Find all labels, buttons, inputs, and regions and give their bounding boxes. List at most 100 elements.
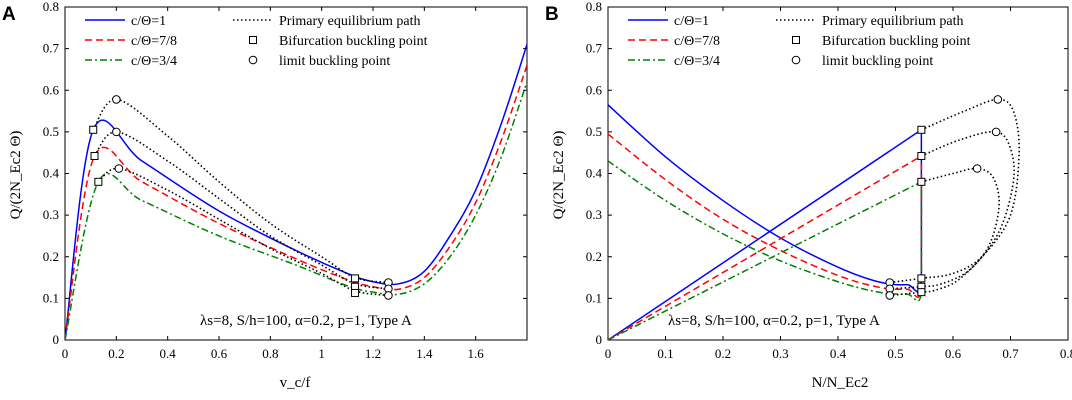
limit-point-marker <box>384 291 393 300</box>
series-line <box>65 65 527 340</box>
legend-label: c/Θ=3/4 <box>674 54 720 69</box>
series-line <box>608 133 923 298</box>
series-line <box>93 131 389 290</box>
series-line <box>608 160 923 302</box>
x-tick-label: 0.4 <box>160 346 177 361</box>
x-tick-label: 1.4 <box>416 346 433 361</box>
y-tick-label: 0.3 <box>43 207 59 222</box>
series-line <box>608 155 922 340</box>
y-tick-label: 0.3 <box>586 207 602 222</box>
panel-a-xlabel: v_c/f <box>280 375 311 391</box>
bifurcation-point-marker <box>351 274 360 283</box>
x-tick-label: 0.1 <box>657 346 673 361</box>
x-tick-label: 0.5 <box>887 346 903 361</box>
series-line <box>92 98 389 284</box>
legend-label: Bifurcation buckling point <box>279 34 428 49</box>
bifurcation-point-marker <box>917 274 926 283</box>
x-tick-label: 0.2 <box>715 346 731 361</box>
series-line <box>65 81 527 340</box>
legend-label: limit buckling point <box>822 54 933 69</box>
series-line <box>889 130 1015 290</box>
panel-a: A 0 0.2 0.4 0.6 0.8 1 1.2 1.4 1.6 0 0.1 0.2 0.3 0.4 0.… <box>2 0 528 391</box>
legend-label: c/Θ=7/8 <box>674 34 720 49</box>
panel-b: B 0 0.1 0.2 0.3 0.4 0.5 0.6 0.7 0.8 0 0.1 0.2 0.3 0.4… <box>545 0 1072 391</box>
panel-a-plot: 0 0.2 0.4 0.6 0.8 1 1.2 1.4 1.6 0 0.1 0.2 0.3 0.4 0.5 0… <box>43 0 528 361</box>
y-tick-label: 0.7 <box>43 41 60 56</box>
series-line <box>65 44 527 340</box>
bifurcation-point-marker <box>94 177 103 186</box>
bifurcation-point-marker <box>90 152 99 161</box>
y-tick-label: 0.8 <box>43 0 59 14</box>
x-tick-label: 0.7 <box>1002 346 1019 361</box>
panel-a-legend: c/Θ=1 c/Θ=7/8 c/Θ=3/4 Primary equilibrium p… <box>85 14 428 69</box>
panel-b-letter: B <box>545 4 559 25</box>
x-tick-label: 1 <box>318 346 325 361</box>
series-line <box>889 98 1020 284</box>
series-line <box>889 167 1000 297</box>
panel-a-letter: A <box>2 4 16 25</box>
legend-label: Bifurcation buckling point <box>822 34 971 49</box>
series-group <box>65 44 527 340</box>
x-tick-label: 0 <box>605 346 612 361</box>
x-tick-label: 0 <box>62 346 69 361</box>
legend-circle-swatch <box>791 55 801 65</box>
y-tick-label: 0.6 <box>586 82 603 97</box>
legend-label: c/Θ=3/4 <box>131 54 177 69</box>
y-tick-label: 0 <box>596 332 603 347</box>
panel-a-annotation: λs=8, S/h=100, α=0.2, p=1, Type A <box>200 313 412 329</box>
y-tick-label: 0.5 <box>586 124 602 139</box>
legend-circle-swatch <box>248 55 258 65</box>
bifurcation-point-marker <box>917 125 926 134</box>
y-tick-label: 0.1 <box>586 290 602 305</box>
series-line <box>608 181 922 340</box>
y-tick-label: 0.4 <box>586 166 603 181</box>
bifurcation-point-marker <box>351 288 360 297</box>
limit-point-marker <box>114 164 124 173</box>
legend-square-swatch <box>249 36 257 44</box>
legend-label: c/Θ=7/8 <box>131 34 177 49</box>
panel-b-plot: 0 0.1 0.2 0.3 0.4 0.5 0.6 0.7 0.8 0 0.1 0.2 0.3 0.4 0.… <box>586 0 1072 361</box>
x-tick-label: 1.6 <box>468 346 485 361</box>
bifurcation-point-marker <box>917 152 926 161</box>
legend-label: c/Θ=1 <box>674 14 709 29</box>
y-tick-label: 0.5 <box>43 124 59 139</box>
x-tick-label: 0.8 <box>1060 346 1072 361</box>
y-tick-label: 0.7 <box>586 41 603 56</box>
legend-square-swatch <box>792 36 800 44</box>
legend-label: Primary equilibrium path <box>822 14 964 29</box>
series-line <box>97 167 389 297</box>
limit-point-marker <box>972 164 982 173</box>
limit-point-marker <box>885 291 895 300</box>
x-tick-label: 0.6 <box>211 346 228 361</box>
panel-a-ylabel: Q/(2N_Ec2 Θ) <box>8 131 24 220</box>
bifurcation-point-marker <box>917 177 926 186</box>
bifurcation-point-marker <box>917 288 926 297</box>
series-line <box>608 104 923 293</box>
panel-b-legend: c/Θ=1 c/Θ=7/8 c/Θ=3/4 Primary equilibrium p… <box>628 14 971 69</box>
legend-label: Primary equilibrium path <box>279 14 421 29</box>
x-tick-label: 0.2 <box>108 346 124 361</box>
limit-point-marker <box>991 127 1001 137</box>
y-tick-label: 0.8 <box>586 0 602 14</box>
x-tick-label: 0.8 <box>262 346 278 361</box>
panel-b-ylabel: Q/(2N_Ec2 Θ) <box>551 131 567 220</box>
x-tick-label: 0.4 <box>830 346 847 361</box>
panel-b-xlabel: N/N_Ec2 <box>812 375 869 391</box>
x-tick-label: 0.6 <box>945 346 962 361</box>
y-tick-label: 0.2 <box>43 249 59 264</box>
y-tick-label: 0 <box>53 332 60 347</box>
series-line <box>608 129 922 340</box>
panel-b-annotation: λs=8, S/h=100, α=0.2, p=1, Type A <box>668 313 880 329</box>
x-tick-label: 0.3 <box>772 346 788 361</box>
legend-label: c/Θ=1 <box>131 14 166 29</box>
legend-label: limit buckling point <box>279 54 390 69</box>
bifurcation-point-marker <box>89 125 98 134</box>
limit-point-marker <box>112 127 121 137</box>
y-tick-label: 0.6 <box>43 82 60 97</box>
y-tick-label: 0.1 <box>43 290 59 305</box>
series-group <box>608 98 1020 340</box>
limit-point-marker <box>112 95 121 104</box>
y-tick-label: 0.4 <box>43 166 60 181</box>
y-tick-label: 0.2 <box>586 249 602 264</box>
